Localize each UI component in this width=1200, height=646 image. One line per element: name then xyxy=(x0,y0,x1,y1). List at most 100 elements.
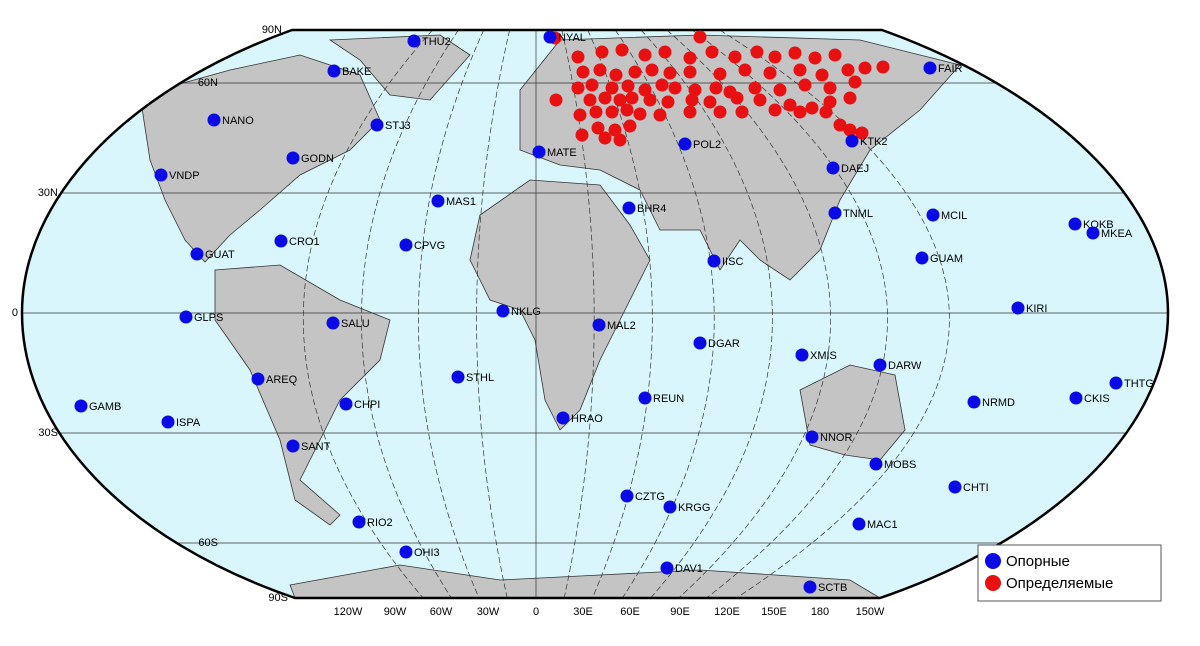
legend-swatch xyxy=(985,575,1001,591)
station-dot xyxy=(573,108,587,122)
station-dot xyxy=(803,580,817,594)
parallel-label: 0 xyxy=(12,307,18,319)
station-dot xyxy=(605,81,619,95)
station-dot xyxy=(431,194,445,208)
station-dot xyxy=(848,75,862,89)
station-label: RIO2 xyxy=(367,517,393,529)
station-dot xyxy=(841,63,855,77)
meridian-label: 120E xyxy=(714,606,740,618)
station-dot xyxy=(768,50,782,64)
station-dot xyxy=(819,105,833,119)
station-dot xyxy=(583,93,597,107)
station-dot xyxy=(833,118,847,132)
station-dot xyxy=(688,83,702,97)
station-label: STJ3 xyxy=(385,120,411,132)
station-dot xyxy=(399,238,413,252)
legend-label: Опорные xyxy=(1006,553,1070,570)
station-dot xyxy=(661,95,675,109)
station-dot xyxy=(795,348,809,362)
station-dot xyxy=(643,93,657,107)
station-label: XMIS xyxy=(810,350,837,362)
parallel-label: 90N xyxy=(262,24,282,36)
meridian xyxy=(691,30,888,598)
station-label: IISC xyxy=(722,256,743,268)
station-dot xyxy=(869,457,883,471)
station-dot xyxy=(543,30,557,44)
station-dot xyxy=(161,415,175,429)
station-label: CPVG xyxy=(414,240,445,252)
station-dot xyxy=(1069,391,1083,405)
station-dot xyxy=(730,91,744,105)
station-dot xyxy=(633,107,647,121)
parallel-label: 30N xyxy=(38,187,58,199)
station-label: THU2 xyxy=(422,36,451,48)
station-dot xyxy=(823,95,837,109)
parallel-label: 60S xyxy=(198,537,218,549)
station-dot xyxy=(948,480,962,494)
station-dot xyxy=(638,48,652,62)
station-label: GODN xyxy=(301,153,334,165)
greenland xyxy=(328,34,471,101)
station-dot xyxy=(589,105,603,119)
station-dot xyxy=(703,95,717,109)
station-dot xyxy=(598,131,612,145)
station-dot xyxy=(967,395,981,409)
station-dot xyxy=(828,206,842,220)
station-dot xyxy=(713,67,727,81)
station-label: GUAT xyxy=(205,249,235,261)
station-dot xyxy=(668,81,682,95)
station-label: FAIR xyxy=(938,63,963,75)
station-dot xyxy=(591,121,605,135)
station-dot xyxy=(852,517,866,531)
station-dot xyxy=(653,108,667,122)
station-label: NYAL xyxy=(558,32,586,44)
legend-label: Определяемые xyxy=(1006,575,1113,592)
station-dot xyxy=(926,208,940,222)
station-dot xyxy=(660,561,674,575)
station-dot xyxy=(855,126,869,140)
station-label: MATE xyxy=(547,147,577,159)
station-dot xyxy=(190,247,204,261)
station-label: MAL2 xyxy=(607,320,636,332)
station-dot xyxy=(683,51,697,65)
station-dot xyxy=(608,123,622,137)
station-label: STHL xyxy=(466,372,494,384)
station-dot xyxy=(638,83,652,97)
station-dot xyxy=(783,98,797,112)
station-dot xyxy=(623,119,637,133)
meridian-label: 60E xyxy=(620,606,640,618)
station-dot xyxy=(327,64,341,78)
south-america xyxy=(214,264,391,526)
station-dot xyxy=(621,79,635,93)
station-label: SCTB xyxy=(818,582,847,594)
station-dot xyxy=(693,336,707,350)
station-dot xyxy=(609,68,623,82)
africa xyxy=(469,179,651,431)
station-dot xyxy=(753,93,767,107)
station-dot xyxy=(628,65,642,79)
station-label: VNDP xyxy=(169,170,200,182)
station-dot xyxy=(683,65,697,79)
station-dot xyxy=(339,397,353,411)
station-dot xyxy=(768,103,782,117)
station-dot xyxy=(613,133,627,147)
australia xyxy=(799,364,906,461)
station-dot xyxy=(678,137,692,151)
station-dot xyxy=(451,370,465,384)
meridian-label: 90E xyxy=(670,606,690,618)
station-label: CRO1 xyxy=(289,236,320,248)
station-label: CZTG xyxy=(635,491,665,503)
station-label: POL2 xyxy=(693,139,721,151)
station-dot xyxy=(793,105,807,119)
station-dot xyxy=(154,168,168,182)
station-label: GLPS xyxy=(194,312,223,324)
meridian xyxy=(587,30,653,598)
station-label: MCIL xyxy=(941,210,967,222)
station-dot xyxy=(843,123,857,137)
station-dot xyxy=(286,151,300,165)
parallel-label: 30S xyxy=(38,427,58,439)
station-dot xyxy=(620,489,634,503)
station-label: AREQ xyxy=(266,374,298,386)
station-dot xyxy=(793,63,807,77)
station-dot xyxy=(625,91,639,105)
